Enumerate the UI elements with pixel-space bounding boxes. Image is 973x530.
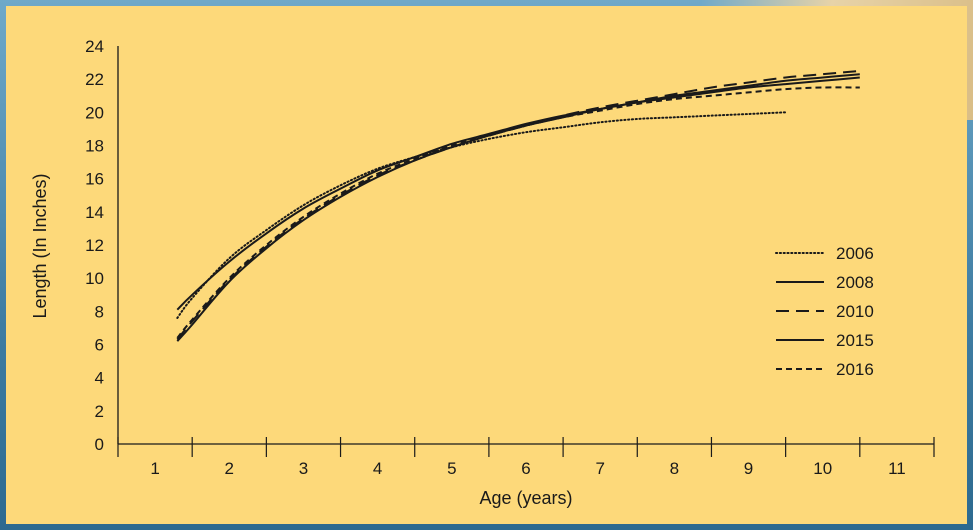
y-tick-label: 20	[85, 103, 104, 122]
chart-panel: 0 2 4 6 8 10 12 14 16 18 20 22 24 1 2 3 4 5 6 7 8 9 10 11 2006 2…	[6, 6, 967, 524]
x-tick-label: 8	[670, 459, 679, 478]
series-layer	[176, 69, 860, 342]
y-tick-label: 2	[95, 402, 104, 421]
x-tick-label: 2	[225, 459, 234, 478]
series-line-2008	[176, 76, 860, 311]
series-line-2015	[176, 73, 860, 342]
x-tick-label: 3	[299, 459, 308, 478]
y-tick-label: 4	[95, 369, 104, 388]
y-tick-label: 22	[85, 70, 104, 89]
y-tick-label: 24	[85, 37, 104, 56]
series-line-2006	[176, 111, 787, 319]
series-line-2010	[176, 69, 860, 341]
legend-label-2016: 2016	[836, 360, 874, 379]
legend: 2006 2008 2010 2015 2016	[775, 244, 874, 379]
y-axis-title: Length (In Inches)	[30, 173, 50, 318]
x-tick-label: 1	[150, 459, 159, 478]
y-tick-label: 14	[85, 203, 104, 222]
legend-label-2006: 2006	[836, 244, 874, 263]
legend-label-2008: 2008	[836, 273, 874, 292]
y-tick-label: 16	[85, 170, 104, 189]
legend-label-2010: 2010	[836, 302, 874, 321]
legend-label-2015: 2015	[836, 331, 874, 350]
y-tick-label: 6	[95, 336, 104, 355]
y-tick-label: 10	[85, 269, 104, 288]
x-axis-title: Age (years)	[479, 488, 572, 508]
y-tick-label: 8	[95, 302, 104, 321]
x-tick-label: 4	[373, 459, 382, 478]
x-tick-label: 10	[813, 459, 832, 478]
y-tick-label: 0	[95, 435, 104, 454]
x-tick-label: 6	[521, 459, 530, 478]
y-tick-label: 18	[85, 137, 104, 156]
y-tick-label: 12	[85, 236, 104, 255]
series-line-2016	[176, 86, 860, 339]
x-tick-label: 11	[888, 459, 906, 478]
x-tick-label: 7	[595, 459, 604, 478]
x-tick-label: 9	[744, 459, 753, 478]
x-tick-label: 5	[447, 459, 456, 478]
